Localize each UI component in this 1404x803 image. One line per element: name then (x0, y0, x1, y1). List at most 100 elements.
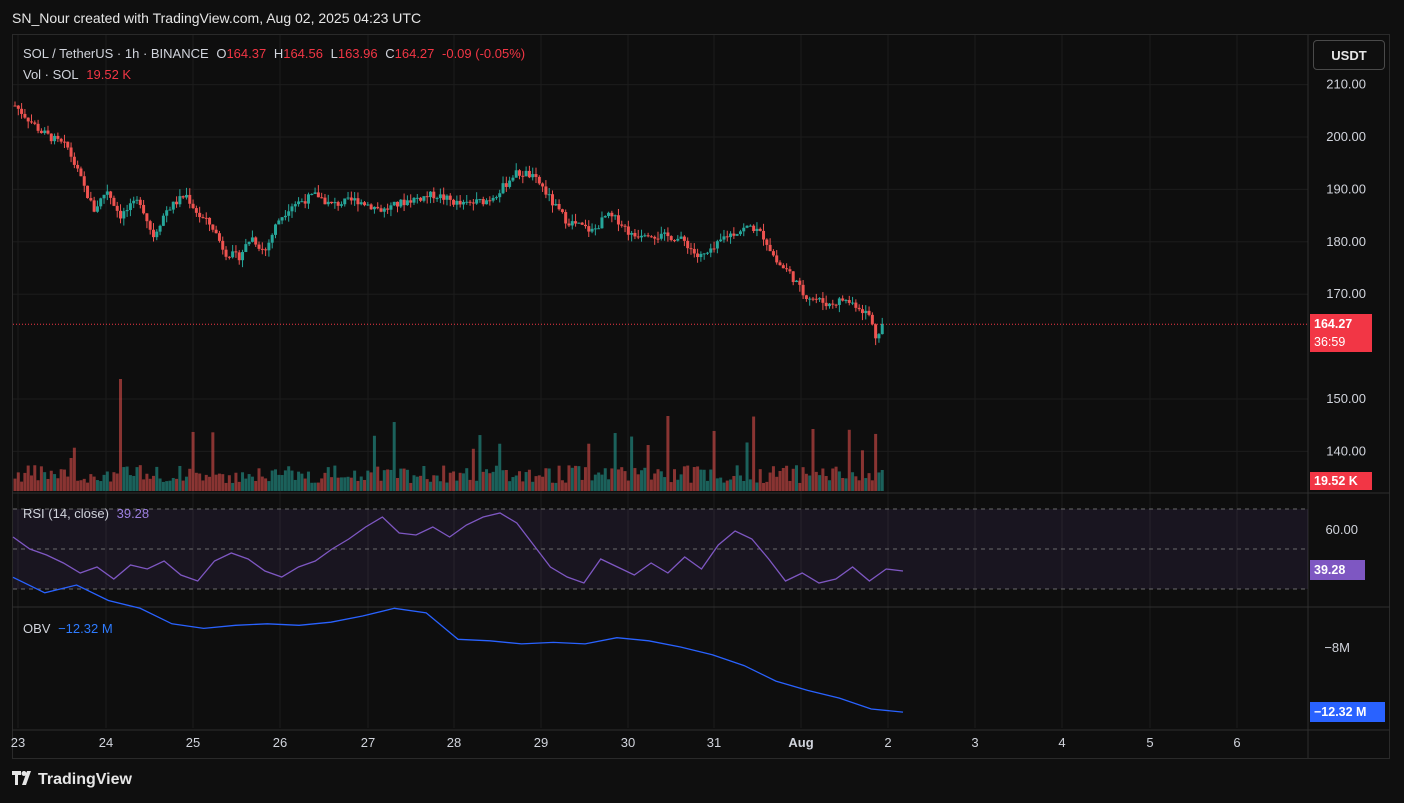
candle-body-94 (323, 197, 327, 205)
candle-body-184 (620, 224, 624, 226)
volume-bar-15 (62, 469, 66, 491)
x-tick-label-12: 4 (1058, 735, 1065, 750)
candle-body-241 (808, 298, 812, 300)
candle-body-61 (214, 229, 218, 234)
volume-bar-248 (831, 468, 835, 491)
volume-bar-81 (280, 475, 284, 491)
candle-body-183 (616, 215, 620, 225)
volume-bar-255 (854, 476, 858, 491)
legend-volume: Vol · SOL 19.52 K (23, 67, 135, 82)
tradingview-brand[interactable]: TradingView (12, 771, 132, 789)
volume-bar-164 (554, 482, 558, 491)
rsi-tick-label: 60.00 (1325, 522, 1358, 537)
candle-body-223 (748, 225, 752, 227)
candle-body-244 (818, 298, 822, 300)
currency-button[interactable]: USDT (1313, 40, 1385, 70)
volume-bar-111 (379, 480, 383, 491)
candle-body-137 (465, 201, 469, 203)
volume-bar-21 (82, 478, 86, 491)
volume-bar-50 (178, 465, 182, 491)
price-tick-label-0: 210.00 (1326, 77, 1366, 92)
volume-bar-175 (590, 480, 594, 491)
volume-bar-214 (719, 477, 723, 491)
candle-body-73 (254, 237, 258, 245)
candle-body-136 (461, 201, 465, 205)
candle-body-222 (745, 225, 749, 228)
volume-bar-0 (13, 478, 17, 491)
volume-bar-120 (409, 482, 413, 491)
candle-body-162 (547, 194, 551, 196)
candle-body-59 (208, 217, 212, 225)
volume-bar-238 (798, 482, 802, 491)
candle-body-166 (560, 209, 564, 213)
candle-body-66 (231, 251, 235, 258)
candle-body-46 (165, 210, 169, 216)
x-tick-label-0: 23 (11, 735, 25, 750)
volume-bar-192 (646, 445, 650, 491)
volume-bar-203 (682, 466, 686, 491)
volume-bar-89 (306, 471, 310, 491)
candle-body-147 (498, 193, 502, 198)
x-tick-label-9: Aug (788, 735, 813, 750)
volume-bar-197 (663, 477, 667, 491)
candle-body-87 (300, 201, 304, 203)
candle-body-19 (76, 164, 80, 169)
volume-bar-16 (66, 476, 70, 491)
volume-bar-132 (448, 472, 452, 491)
candle-body-49 (175, 201, 179, 205)
candle-body-132 (448, 195, 452, 200)
volume-bar-184 (620, 467, 624, 491)
candle-body-51 (181, 196, 185, 198)
candle-body-44 (158, 225, 162, 232)
candle-body-98 (336, 202, 340, 206)
candle-body-221 (742, 227, 746, 232)
candle-body-89 (306, 194, 310, 204)
volume-bar-26 (99, 481, 103, 491)
volume-bar-231 (775, 476, 779, 491)
candle-body-77 (267, 242, 271, 251)
x-tick-label-11: 3 (971, 735, 978, 750)
rsi-label[interactable]: RSI (14, close) (23, 506, 109, 521)
candle-body-101 (346, 197, 350, 199)
candle-body-25 (95, 206, 99, 212)
volume-bar-68 (237, 481, 241, 491)
candle-body-79 (274, 224, 278, 235)
volume-bar-118 (402, 468, 406, 491)
candle-body-167 (564, 212, 568, 224)
candle-body-86 (297, 201, 301, 205)
candle-body-42 (151, 229, 155, 238)
candle-body-85 (293, 204, 297, 207)
candle-body-105 (359, 202, 363, 205)
candle-body-138 (468, 201, 472, 203)
volume-bar-250 (837, 471, 841, 491)
volume-bar-158 (534, 476, 538, 491)
volume-bar-96 (330, 477, 334, 491)
symbol-label[interactable]: SOL / TetherUS · 1h · BINANCE (23, 46, 209, 61)
volume-bar-101 (346, 476, 350, 491)
volume-bar-124 (422, 465, 426, 491)
volume-bar-169 (570, 467, 574, 491)
obv-label[interactable]: OBV (23, 621, 51, 636)
candle-body-71 (247, 241, 251, 245)
low-label: L (330, 46, 338, 61)
volume-bar-17 (69, 457, 73, 491)
volume-bar-105 (359, 476, 363, 491)
volume-bar-131 (445, 482, 449, 491)
volume-bar-206 (692, 467, 696, 491)
candle-body-180 (607, 212, 611, 217)
candle-body-122 (415, 197, 419, 199)
volume-bar-27 (102, 474, 106, 491)
volume-bar-83 (287, 466, 291, 491)
volume-bar-198 (666, 416, 670, 491)
volume-bar-47 (168, 480, 172, 491)
volume-bar-195 (656, 469, 660, 491)
candle-body-13 (56, 135, 60, 139)
candle-body-58 (204, 217, 208, 219)
candle-body-219 (735, 234, 739, 236)
candle-body-159 (537, 176, 541, 184)
vol-label[interactable]: Vol · SOL (23, 67, 79, 82)
candle-body-52 (184, 194, 188, 198)
candle-body-196 (659, 233, 663, 239)
volume-bar-242 (811, 429, 815, 491)
